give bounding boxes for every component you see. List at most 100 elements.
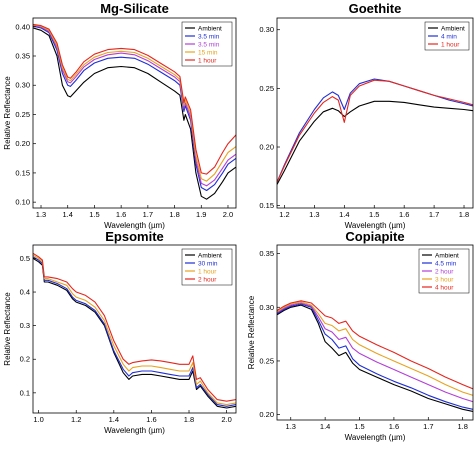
x-axis-label: Wavelength (µm) [345, 433, 406, 442]
x-tick-label: 1.0 [33, 415, 43, 424]
x-tick-label: 1.7 [423, 422, 433, 431]
legend-entry: 4 hour [435, 284, 454, 291]
y-tick-label: 0.35 [15, 52, 30, 61]
x-tick-label: 1.5 [354, 422, 364, 431]
x-tick-label: 2.0 [221, 415, 231, 424]
legend-entry: 1 hour [441, 41, 460, 48]
x-tick-label: 1.2 [71, 415, 81, 424]
x-tick-label: 1.7 [429, 210, 439, 219]
x-tick-label: 1.4 [339, 210, 349, 219]
series-line [277, 78, 473, 183]
series-line [277, 79, 473, 183]
panel-1: Goethite 1.2 1.3 1.4 1.5 1.6 1.7 1.8 0.15 0.20 0.2… [259, 1, 474, 230]
y-tick-label: 0.20 [259, 143, 274, 152]
legend-entry: Ambient [198, 25, 222, 32]
y-tick-label: 0.20 [259, 410, 274, 419]
legend-entry: 3 hour [435, 276, 454, 283]
panel-title: Copiapite [345, 229, 404, 244]
x-tick-label: 1.3 [286, 422, 296, 431]
x-axis-label: Wavelength (µm) [104, 221, 165, 230]
plot-frame [276, 244, 474, 421]
legend-entry: 4.5 min [435, 260, 457, 267]
plot-frame [276, 17, 474, 209]
y-tick-label: 0.35 [259, 249, 274, 258]
series-line [33, 27, 236, 200]
legend-entry: 2 hour [435, 268, 454, 275]
y-tick-label: 0.30 [259, 303, 274, 312]
legend-entry: 4 min [441, 33, 457, 40]
x-tick-label: 1.4 [109, 415, 119, 424]
panel-0: Mg-Silicate 1.3 1.4 1.5 1.6 1.7 1.8 1.9 2.0 0.10 0… [3, 1, 237, 230]
x-tick-label: 1.6 [389, 422, 399, 431]
x-tick-label: 1.4 [320, 422, 330, 431]
y-axis-label: Relative Reflectance [3, 76, 12, 150]
x-tick-label: 1.8 [184, 415, 194, 424]
series-line [33, 257, 236, 409]
y-tick-label: 0.5 [20, 254, 30, 263]
series-line [33, 23, 236, 175]
legend-entry: 3.5 min [198, 33, 220, 40]
x-axis-label: Wavelength (µm) [345, 221, 406, 230]
y-tick-label: 0.30 [259, 25, 274, 34]
series-line [33, 252, 236, 402]
y-tick-label: 0.15 [15, 168, 30, 177]
x-tick-label: 1.5 [369, 210, 379, 219]
x-tick-label: 1.6 [116, 210, 126, 219]
series-group [277, 300, 473, 412]
plot-frame [32, 17, 237, 209]
series-line [277, 301, 473, 396]
y-tick-label: 0.3 [20, 321, 30, 330]
x-tick-label: 1.3 [36, 210, 46, 219]
y-tick-label: 0.25 [15, 110, 30, 119]
legend-entry: 1 hour [198, 268, 217, 275]
legend-entry: 1 hour [198, 57, 217, 64]
plot-frame [32, 244, 237, 414]
legend-entry: 30 min [198, 260, 218, 267]
series-line [277, 303, 473, 410]
panel-3: Copiapite 1.3 1.4 1.5 1.6 1.7 1.8 0.20 0.25 0.30 0… [247, 229, 474, 442]
series-line [277, 304, 473, 412]
x-tick-label: 1.6 [146, 415, 156, 424]
x-tick-label: 1.4 [63, 210, 73, 219]
series-line [277, 300, 473, 390]
y-tick-label: 0.25 [259, 84, 274, 93]
x-tick-label: 1.3 [309, 210, 319, 219]
legend-entry: 3.5 min [198, 41, 220, 48]
series-group [33, 23, 236, 200]
panel-title: Epsomite [105, 229, 164, 244]
y-tick-label: 0.25 [259, 356, 274, 365]
x-tick-label: 1.8 [459, 210, 469, 219]
series-line [33, 25, 236, 192]
panel-2: Epsomite 1.0 1.2 1.4 1.6 1.8 2.0 0.1 0.2 0.3 0.4 0.… [3, 229, 237, 435]
series-group [277, 78, 473, 185]
legend-entry: Ambient [435, 252, 459, 259]
legend-entry: 2 hour [198, 276, 217, 283]
series-line [277, 302, 473, 403]
x-tick-label: 1.2 [279, 210, 289, 219]
y-axis-label: Relative Reflectance [3, 292, 12, 366]
legend-entry: Ambient [441, 25, 465, 32]
y-tick-label: 0.2 [20, 355, 30, 364]
x-tick-label: 1.8 [169, 210, 179, 219]
y-tick-label: 0.15 [259, 201, 274, 210]
y-tick-label: 0.40 [15, 22, 30, 31]
y-tick-label: 0.20 [15, 139, 30, 148]
series-line [277, 100, 473, 185]
x-tick-label: 1.9 [196, 210, 206, 219]
legend-entry: Ambient [198, 252, 222, 259]
x-tick-label: 1.8 [457, 422, 467, 431]
y-axis-label: Relative Reflectance [247, 295, 256, 369]
x-tick-label: 1.5 [89, 210, 99, 219]
panel-title: Goethite [349, 1, 402, 16]
x-axis-label: Wavelength (µm) [104, 426, 165, 435]
x-tick-label: 2.0 [223, 210, 233, 219]
panel-title: Mg-Silicate [100, 1, 169, 16]
series-line [33, 25, 236, 187]
y-tick-label: 0.4 [20, 288, 30, 297]
series-line [33, 24, 236, 182]
